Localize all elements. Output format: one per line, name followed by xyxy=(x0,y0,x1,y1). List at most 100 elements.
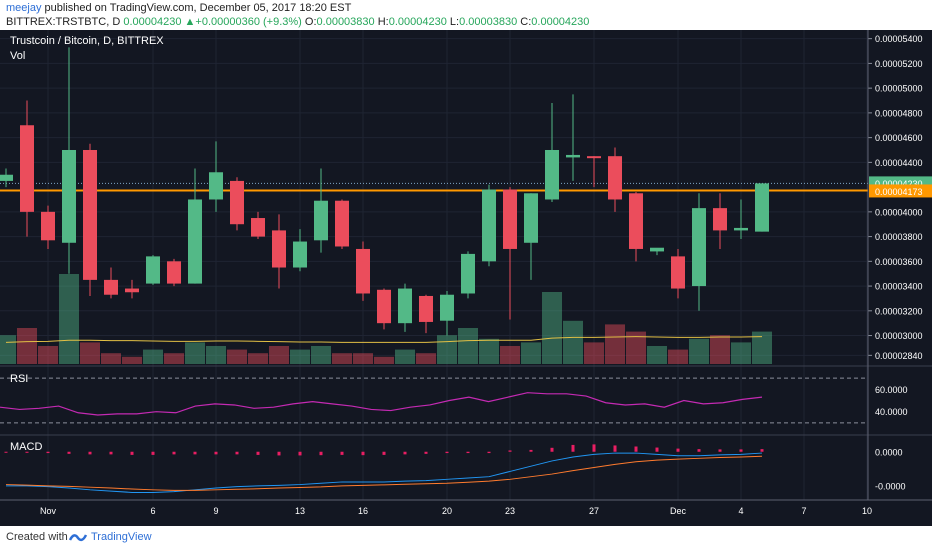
volume-bars xyxy=(0,274,772,364)
open-label: O: xyxy=(304,16,317,28)
volume-bar xyxy=(101,353,121,364)
candle-body xyxy=(692,208,706,287)
candle-body xyxy=(440,294,454,321)
volume-bar xyxy=(416,353,436,364)
time-tick-label: 6 xyxy=(150,506,155,516)
macd-label: MACD xyxy=(10,441,42,453)
time-tick-label: 20 xyxy=(442,506,452,516)
candle-body xyxy=(293,241,307,268)
macd-hist-bar xyxy=(109,451,113,455)
volume-bar xyxy=(605,324,625,364)
candle-body xyxy=(167,261,181,284)
candle-body xyxy=(104,279,118,295)
macd-hist-bar xyxy=(88,451,92,455)
macd-hist-bar xyxy=(46,451,50,454)
candle-body xyxy=(146,256,160,284)
price-tick-label: 0.00003600 xyxy=(875,257,923,267)
macd-hist-bar xyxy=(193,451,197,455)
volume-bar xyxy=(689,338,709,364)
volume-bar xyxy=(122,356,142,364)
candle-body xyxy=(62,149,76,243)
candle-body xyxy=(377,289,391,324)
candle-body xyxy=(251,218,265,237)
macd-hist-bar xyxy=(25,451,29,453)
price-axis[interactable]: 0.00005400 0.00005200 0.00005000 0.00004800… xyxy=(867,30,932,500)
volume-bar xyxy=(374,356,394,364)
price-tick-label: 0.00005200 xyxy=(875,59,923,69)
symbol-label: BITTREX:TRSTBTC, D xyxy=(6,16,121,28)
candle-body xyxy=(713,208,727,231)
time-tick-label: 9 xyxy=(213,506,218,516)
high-label: H: xyxy=(377,16,389,28)
macd-hist-bar xyxy=(487,451,491,454)
time-tick-label: Nov xyxy=(40,506,57,516)
macd-hist-bar xyxy=(130,451,134,455)
macd-hist-bar xyxy=(634,446,638,452)
price-tick-label: 0.00003400 xyxy=(875,282,923,292)
volume-bar xyxy=(59,274,79,364)
candle-body xyxy=(524,193,538,243)
volume-bar xyxy=(227,349,247,364)
macd-hist-bar xyxy=(550,447,554,452)
volume-bar xyxy=(521,342,541,364)
tradingview-logo-icon xyxy=(68,534,88,542)
macd-hist-bar xyxy=(529,449,533,452)
tradingview-link[interactable]: TradingView xyxy=(91,531,152,543)
ohlc-line: BITTREX:TRSTBTC, D 0.00004230 ▲+0.000003… xyxy=(6,16,589,28)
macd-hist-bar xyxy=(403,451,407,455)
rsi-line xyxy=(0,392,763,416)
volume-bar xyxy=(311,346,331,364)
volume-ma-line xyxy=(5,336,763,343)
high-value: 0.00004230 xyxy=(388,16,447,28)
candle-body xyxy=(629,193,643,249)
time-tick-label: 7 xyxy=(801,506,806,516)
price-tick-label: 0.00004600 xyxy=(875,133,923,143)
price-tick-label: 0.00005000 xyxy=(875,84,923,94)
rsi-tick-label: 40.0000 xyxy=(875,407,908,417)
macd-hist-bar xyxy=(697,449,701,452)
candle-body xyxy=(356,248,370,294)
volume-bar xyxy=(479,338,499,364)
rsi-label: RSI xyxy=(10,373,28,385)
candle-body xyxy=(461,253,475,294)
candle-body xyxy=(188,199,202,284)
candle-body xyxy=(734,227,748,231)
time-tick-label: 23 xyxy=(505,506,515,516)
rsi-tick-label: 60.0000 xyxy=(875,385,908,395)
candle-body xyxy=(230,180,244,225)
macd-hist-bar xyxy=(655,447,659,452)
footer: Created with TradingView xyxy=(0,526,932,550)
volume-bar xyxy=(710,335,730,364)
candle-body xyxy=(608,156,622,200)
volume-bar xyxy=(269,346,289,364)
price-tick-label: 0.00004800 xyxy=(875,108,923,118)
price-tick-label: 0.00003800 xyxy=(875,232,923,242)
macd-hist-bar xyxy=(319,451,323,456)
chart-header: meejay published on TradingView.com, Dec… xyxy=(0,0,932,30)
time-tick-label: 16 xyxy=(358,506,368,516)
price-tick-label: 0.00004000 xyxy=(875,207,923,217)
volume-bar xyxy=(206,346,226,364)
candle-body xyxy=(587,156,601,159)
time-axis[interactable]: Nov 6 9 13 16 20 23 27 Dec 4 7 10 xyxy=(40,506,872,516)
candle-body xyxy=(419,295,433,322)
candle-body xyxy=(125,288,139,293)
candle-body xyxy=(545,149,559,200)
candle-body xyxy=(566,154,580,158)
candle-body xyxy=(482,189,496,262)
macd-hist-bar xyxy=(424,451,428,454)
volume-bar xyxy=(164,353,184,364)
price-tick-label: 0.00002840 xyxy=(875,351,923,361)
macd-pane xyxy=(4,444,764,493)
volume-bar xyxy=(731,342,751,364)
volume-bar xyxy=(290,349,310,364)
hline-price-badge xyxy=(869,184,932,198)
candle-body xyxy=(671,256,685,289)
author-link[interactable]: meejay xyxy=(6,2,42,14)
time-tick-label: 10 xyxy=(862,506,872,516)
chart-canvas[interactable]: 0.00005400 0.00005200 0.00005000 0.00004800… xyxy=(0,30,932,526)
time-tick-label: 13 xyxy=(295,506,305,516)
pane-separators xyxy=(0,365,932,501)
macd-hist-bar xyxy=(382,451,386,455)
price-tick-label: 0.00004400 xyxy=(875,158,923,168)
